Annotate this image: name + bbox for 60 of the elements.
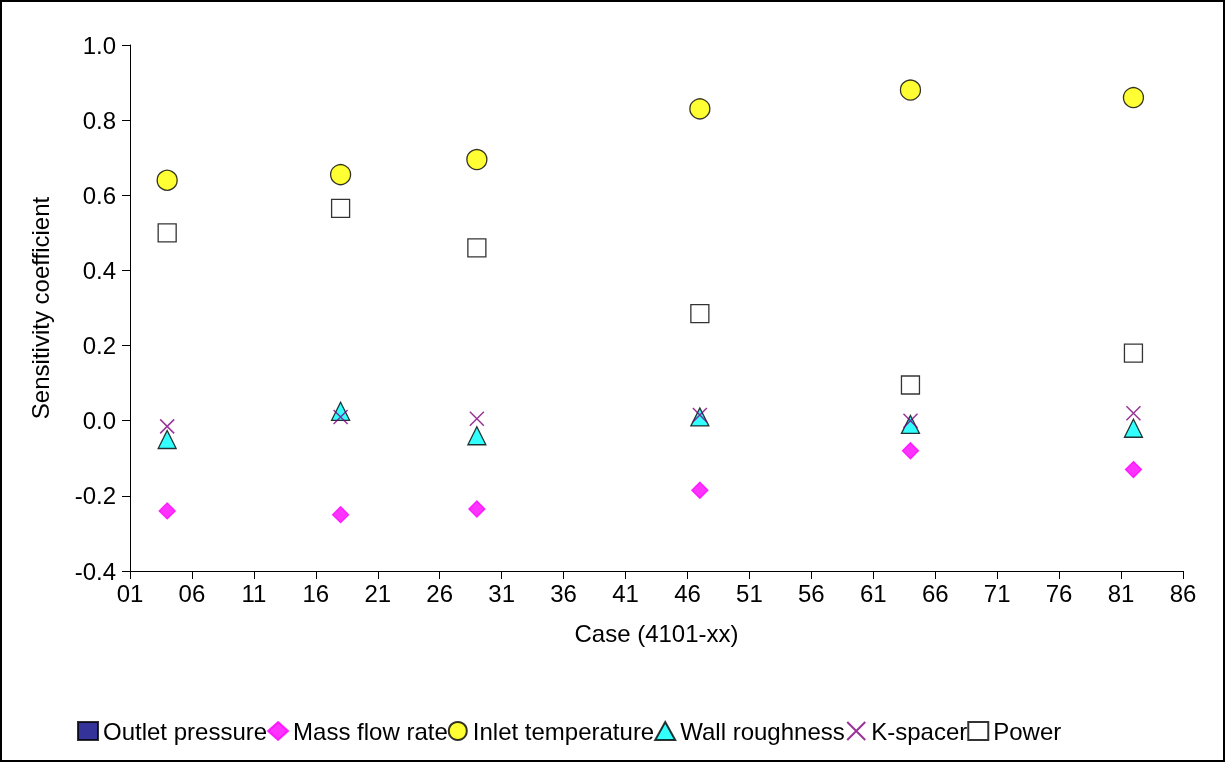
legend-label: Outlet pressure [103, 717, 268, 745]
legend-label: Mass flow rate [293, 717, 448, 745]
y-tick-label: -0.2 [74, 482, 116, 510]
point [690, 303, 710, 324]
x-tick-label: 46 [674, 579, 701, 607]
y-tick-label: 0.8 [82, 106, 116, 134]
x-tick-label: 41 [612, 579, 639, 607]
x-tick-label: 11 [241, 579, 267, 607]
point [689, 98, 711, 120]
point [330, 198, 351, 219]
point [332, 409, 349, 425]
point [157, 429, 177, 450]
y-tick-label: 0.0 [82, 407, 116, 435]
x-tick-label: 56 [798, 579, 825, 607]
y-tick-label: 0.4 [82, 256, 116, 284]
legend-label: Inlet temperature [472, 717, 655, 745]
point [691, 481, 709, 499]
x-tick-label: 66 [921, 579, 949, 607]
x-tick-label: 61 [859, 579, 887, 607]
y-tick-label: 1.0 [82, 31, 116, 59]
x-tick-label: 06 [178, 579, 206, 607]
x-tick-label: 81 [1107, 579, 1135, 607]
point [467, 426, 487, 446]
point [466, 148, 488, 171]
x-tick-label: 51 [736, 579, 763, 607]
point [1124, 460, 1143, 479]
point [159, 418, 175, 435]
x-tick-label: 76 [1045, 579, 1073, 607]
x-tick-label: 36 [550, 579, 577, 607]
y-tick-label: 0.2 [82, 332, 116, 360]
point [331, 505, 350, 524]
legend-label: Wall roughness [680, 717, 845, 745]
point [900, 375, 921, 395]
point [467, 238, 487, 258]
x-tick-label: 31 [488, 579, 515, 607]
point [468, 500, 486, 518]
point [157, 223, 177, 243]
x-tick-label: 71 [983, 579, 1011, 607]
y-tick-label: -0.4 [74, 557, 116, 585]
legend-label: K-spacer [871, 717, 968, 745]
legend-label: Power [993, 717, 1062, 745]
point [158, 502, 176, 520]
x-tick-label: 16 [302, 579, 330, 607]
x-tick-label: 21 [364, 579, 392, 607]
point [1125, 405, 1142, 421]
point [156, 169, 178, 191]
point [329, 163, 352, 186]
point [1123, 343, 1144, 363]
y-axis-title: Sensitivity coefficient [26, 196, 54, 420]
x-axis-title: Case (4101-xx) [574, 619, 739, 647]
x-tick-label: 01 [116, 579, 144, 607]
point [899, 79, 922, 101]
y-tick-label: 0.6 [82, 181, 116, 209]
x-tick-label: 86 [1169, 579, 1197, 607]
x-tick-label: 26 [426, 579, 454, 607]
point [1122, 86, 1145, 109]
point [902, 412, 919, 429]
point [901, 442, 920, 460]
point [1123, 418, 1144, 438]
point [469, 411, 485, 427]
